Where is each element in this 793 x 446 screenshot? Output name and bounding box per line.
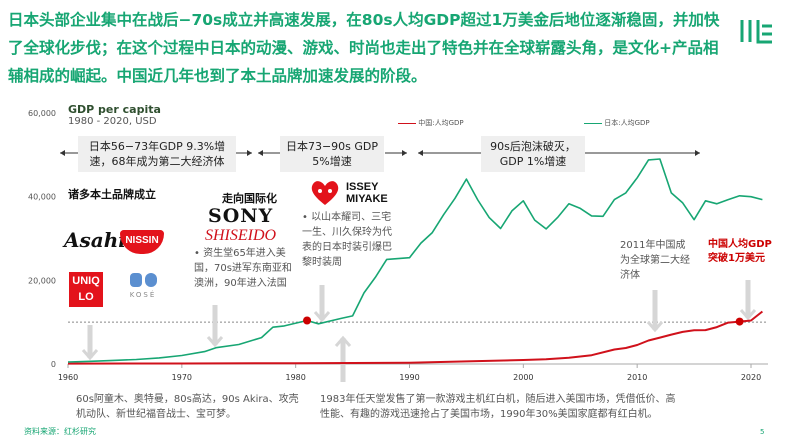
legend-japan: 日本:人均GDP [584,118,650,128]
issey-miyake-logo: ISSEY MIYAKE [346,181,388,205]
slide-title: 日本头部企业集中在战后−70s成立并高速发展，在80s人均GDP超过1万美金后地… [8,11,720,85]
phase-arrowhead [258,150,263,156]
annotation-arrowhead [334,335,352,347]
annotation-arrowhead [646,321,664,333]
x-tick-label: 1990 [399,373,419,382]
label-brands: 诸多本土品牌成立 [68,188,156,201]
note-nintendo: 1983年任天堂发售了第一款游戏主机红白机，随后进入美国市场，凭借低价、高性能、… [320,394,676,420]
phase-box-1: 日本56−73年GDP 9.3%增速，68年成为第二大经济体 [78,136,236,172]
x-tick-label: 1980 [285,373,305,382]
x-tick-label: 2020 [741,373,761,382]
chart-subtitle: 1980 - 2020, USD [68,116,157,127]
annotation-arrowhead [206,336,224,348]
brand-logo [740,20,772,44]
series-line-japan [67,158,763,363]
legend-china: 中国:人均GDP [398,118,464,128]
x-tick-label: 1960 [58,373,78,382]
asahi-logo: Asahi [64,228,126,252]
note-china-10k: 中国人均GDP突破1万美元 [708,239,772,264]
note-shiseido: • 资生堂65年进入美国，70s进军东南亚和澳洲，90年进入法国 [194,248,292,289]
phase-arrowhead [402,150,407,156]
phase-arrowhead [695,150,700,156]
label-intl: 走向国际化 [222,192,277,205]
phase-arrowhead [60,150,65,156]
cdg-heart-logo [311,181,339,205]
series-line-china [67,310,764,365]
marker-point [735,317,744,326]
phase-arrowhead [418,150,423,156]
x-tick-label: 1970 [172,373,192,382]
note-anime: 60s阿童木、奥特曼，80s高达，90s Akira、攻壳机动队、新世纪福音战士… [76,394,299,420]
page-number: 5 [760,428,765,436]
x-tick-label: 2000 [513,373,533,382]
y-tick-label: 60,000 [28,109,56,118]
y-tick-label: 0 [51,360,56,369]
note-fashion: • 以山本耀司、三宅一生、川久保玲为代表的日本时装引爆巴黎时装周 [302,212,392,268]
annotation-arrowhead [81,349,99,361]
phase-arrowhead [247,150,252,156]
phase-box-3: 90s后泡沫破灭，GDP 1%增速 [481,136,585,172]
note-china-2011: 2011年中国成为全球第二大经济体 [620,240,690,281]
y-tick-label: 40,000 [28,193,56,202]
uniqlo-logo: UNIQLO [69,272,103,307]
marker-point [303,316,312,325]
annotation-arrowhead [739,309,757,321]
sony-logo: SONY [208,205,274,227]
y-tick-label: 20,000 [28,276,56,285]
x-tick-label: 2010 [627,373,647,382]
phase-box-2: 日本73−90s GDP 5%增速 [280,136,384,172]
chart-title: GDP per capita [68,103,161,116]
gdp-chart: 1960 1970 1980 1990 2000 2010 2020 0 20,000 40,00… [28,109,768,382]
shiseido-logo: SHISEIDO [205,227,277,244]
source: 资料来源：红杉研究 [24,427,96,436]
annotation-arrowhead [313,311,331,323]
kose-logo: KOSÉ [125,272,161,299]
